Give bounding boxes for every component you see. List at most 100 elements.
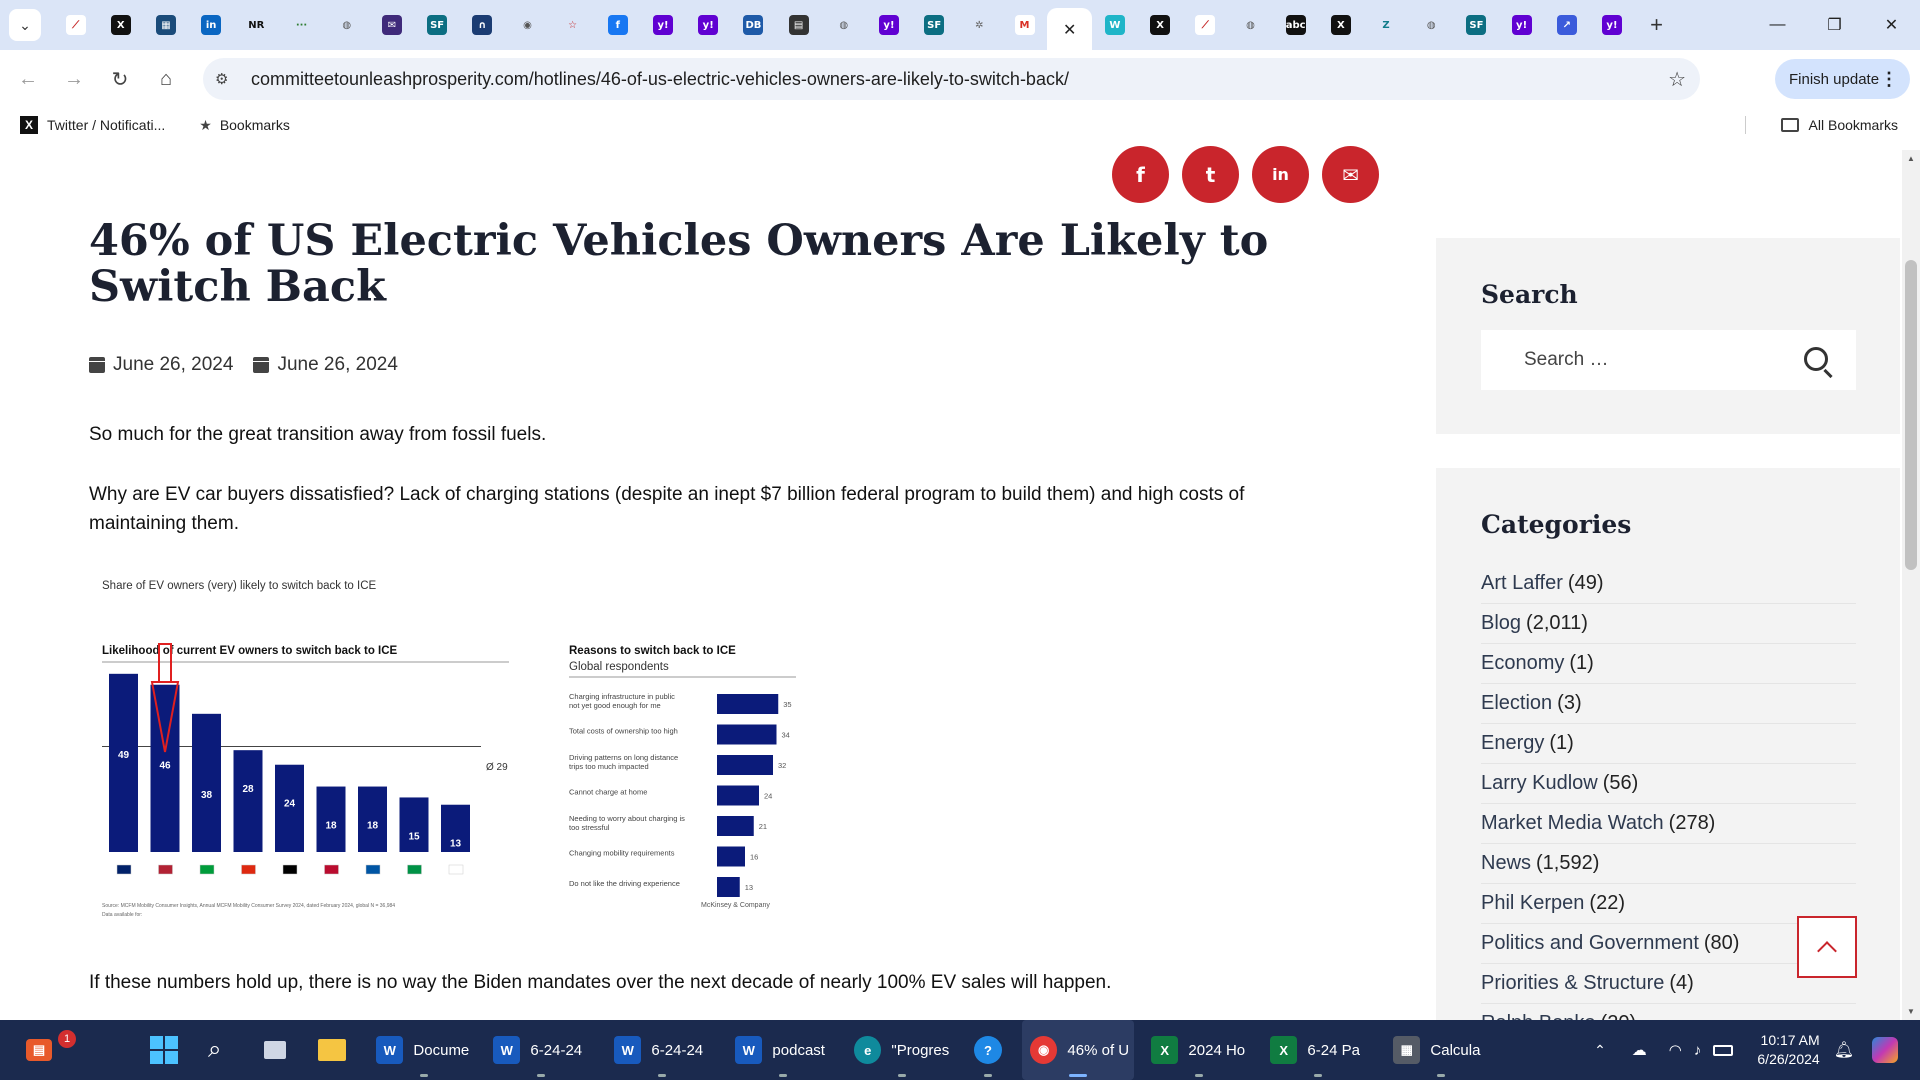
wifi-icon[interactable]: ◠ <box>1668 1042 1682 1059</box>
tab[interactable]: y! <box>1499 7 1544 43</box>
category-item[interactable]: Market Media Watch (278) <box>1481 804 1856 844</box>
tab-search-button[interactable]: ⌄ <box>9 9 41 41</box>
tab[interactable]: in <box>189 7 234 43</box>
tab[interactable]: ◍ <box>1228 7 1273 43</box>
category-item[interactable]: Politics and Government (80) <box>1481 924 1856 964</box>
copilot-icon[interactable] <box>1872 1037 1898 1063</box>
category-name[interactable]: Larry Kudlow <box>1481 772 1598 794</box>
category-item[interactable]: Energy (1) <box>1481 724 1856 764</box>
category-name[interactable]: Politics and Government <box>1481 932 1699 954</box>
tab[interactable]: y! <box>686 7 731 43</box>
tab[interactable]: ··· <box>279 7 324 43</box>
back-button[interactable]: ← <box>10 61 46 97</box>
url-text[interactable]: committeetounleashprosperity.com/hotline… <box>251 68 1069 89</box>
finish-update-button[interactable]: Finish update ⋮ <box>1775 59 1910 99</box>
close-window-button[interactable]: ✕ <box>1863 0 1920 50</box>
taskbar-app-word[interactable]: W Docume <box>368 1020 480 1080</box>
tab[interactable]: ↗ <box>1544 7 1589 43</box>
category-name[interactable]: Blog <box>1481 612 1522 634</box>
tab[interactable]: X <box>98 7 143 43</box>
taskbar-app-calculator[interactable]: ▦ Calcula <box>1385 1020 1497 1080</box>
tab[interactable]: ▦ <box>143 7 188 43</box>
close-icon[interactable]: ✕ <box>1059 19 1080 39</box>
minimize-button[interactable]: — <box>1749 0 1806 50</box>
taskbar-app-help[interactable]: ? <box>966 1020 1010 1080</box>
category-item[interactable]: News (1,592) <box>1481 844 1856 884</box>
tab[interactable]: Z <box>1363 7 1408 43</box>
category-name[interactable]: Market Media Watch <box>1481 812 1664 834</box>
scroll-down-icon[interactable]: ▼ <box>1907 1007 1915 1016</box>
reload-button[interactable]: ↻ <box>102 61 138 97</box>
tab[interactable]: ☆ <box>550 7 595 43</box>
category-item[interactable]: Phil Kerpen (22) <box>1481 884 1856 924</box>
tab[interactable]: SF <box>912 7 957 43</box>
category-item[interactable]: Art Laffer (49) <box>1481 564 1856 604</box>
category-item[interactable]: Blog (2,011) <box>1481 604 1856 644</box>
taskbar-app-edge[interactable]: e "Progres <box>846 1020 958 1080</box>
tab[interactable]: ◍ <box>1409 7 1454 43</box>
tab[interactable]: y! <box>1589 7 1634 43</box>
tab[interactable]: SF <box>415 7 460 43</box>
taskbar-app-word[interactable]: W 6-24-24 <box>485 1020 597 1080</box>
tab[interactable]: X <box>1138 7 1183 43</box>
home-button[interactable]: ⌂ <box>148 61 184 97</box>
tab[interactable]: NR <box>234 7 279 43</box>
notifications-bell-icon[interactable]: 🔔︎ <box>1833 1042 1854 1059</box>
forward-button[interactable]: → <box>56 61 92 97</box>
all-bookmarks-button[interactable]: All Bookmarks <box>1780 117 1898 133</box>
tab[interactable]: ⟋ <box>53 7 98 43</box>
page-scrollbar[interactable]: ▲ ▼ <box>1902 150 1920 1020</box>
restore-button[interactable]: ❐ <box>1806 0 1863 50</box>
tab[interactable]: M <box>1002 7 1047 43</box>
volume-icon[interactable]: ♪ <box>1693 1041 1702 1059</box>
tab[interactable]: SF <box>1454 7 1499 43</box>
search-input[interactable] <box>1524 349 1784 371</box>
file-explorer-button[interactable] <box>318 1020 354 1080</box>
bookmark-star-icon[interactable]: ☆ <box>1668 68 1686 91</box>
system-clock[interactable]: 10:17 AM 6/26/2024 <box>1757 1031 1819 1069</box>
tab[interactable]: ◍ <box>324 7 369 43</box>
tab[interactable]: DB <box>731 7 776 43</box>
onedrive-icon[interactable]: ☁ <box>1631 1042 1647 1059</box>
tab-active[interactable]: ✕ <box>1047 8 1093 50</box>
tab[interactable]: y! <box>866 7 911 43</box>
modified-date[interactable]: June 26, 2024 <box>277 354 398 375</box>
tab[interactable]: X <box>1318 7 1363 43</box>
category-item[interactable]: Larry Kudlow (56) <box>1481 764 1856 804</box>
scroll-up-icon[interactable]: ▲ <box>1907 154 1915 163</box>
search-icon[interactable] <box>1804 347 1828 371</box>
tab[interactable]: ∩ <box>460 7 505 43</box>
tab[interactable]: abc <box>1273 7 1318 43</box>
category-item[interactable]: Priorities & Structure (4) <box>1481 964 1856 1004</box>
share-facebook-button[interactable]: f <box>1112 146 1169 203</box>
category-item[interactable]: Election (3) <box>1481 684 1856 724</box>
category-name[interactable]: Art Laffer <box>1481 572 1563 594</box>
category-name[interactable]: Ralph Benko <box>1481 1012 1596 1020</box>
category-item[interactable]: Ralph Benko (20) <box>1481 1004 1856 1020</box>
tab[interactable]: ◍ <box>821 7 866 43</box>
category-name[interactable]: Election <box>1481 692 1553 714</box>
tab[interactable]: f <box>595 7 640 43</box>
category-name[interactable]: Economy <box>1481 652 1565 674</box>
taskbar-app-excel[interactable]: X 2024 Ho <box>1143 1020 1255 1080</box>
category-item[interactable]: Economy (1) <box>1481 644 1856 684</box>
tab[interactable]: ✉ <box>369 7 414 43</box>
task-view-button[interactable] <box>264 1020 300 1080</box>
tab[interactable]: ▤ <box>776 7 821 43</box>
category-name[interactable]: Priorities & Structure <box>1481 972 1665 994</box>
share-linkedin-button[interactable]: in <box>1252 146 1309 203</box>
tab[interactable]: ✲ <box>957 7 1002 43</box>
taskbar-app-chrome[interactable]: ◉ 46% of U <box>1022 1020 1134 1080</box>
share-email-button[interactable]: ✉ <box>1322 146 1379 203</box>
tab[interactable]: y! <box>640 7 685 43</box>
bookmark-twitter[interactable]: X Twitter / Notificati... <box>20 116 165 134</box>
start-button[interactable] <box>150 1020 186 1080</box>
taskbar-app-excel[interactable]: X 6-24 Pa <box>1262 1020 1374 1080</box>
tab[interactable]: ⟋ <box>1183 7 1228 43</box>
site-info-icon[interactable]: ⚙ <box>215 71 229 88</box>
tab[interactable]: W <box>1092 7 1137 43</box>
new-tab-button[interactable]: + <box>1641 9 1673 41</box>
share-twitter-button[interactable]: t <box>1182 146 1239 203</box>
address-bar[interactable]: ⚙ committeetounleashprosperity.com/hotli… <box>203 58 1700 100</box>
